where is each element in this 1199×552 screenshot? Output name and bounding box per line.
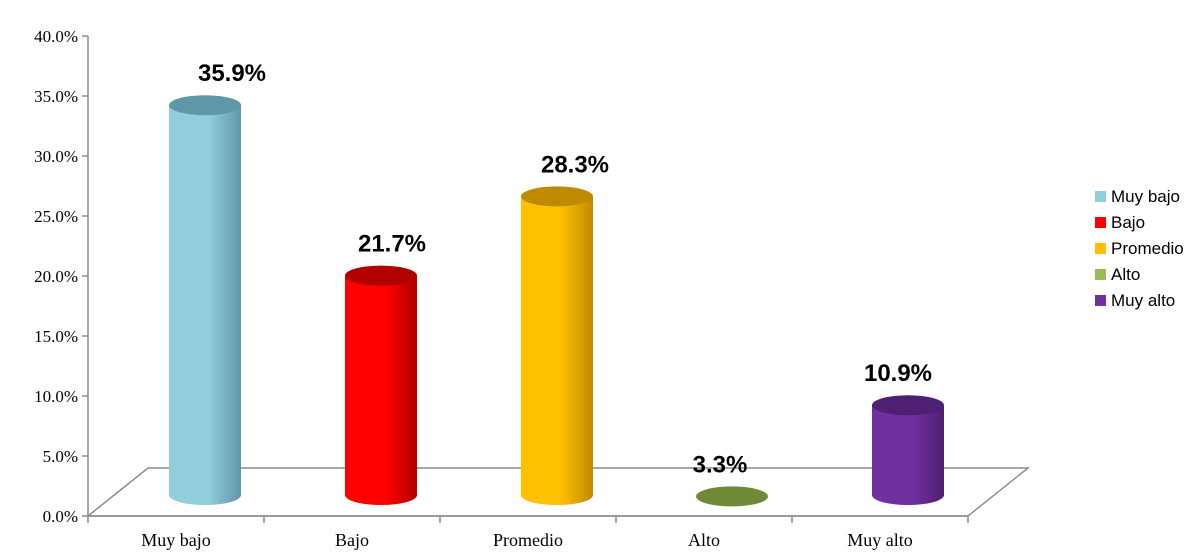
legend-label: Alto <box>1111 265 1140 284</box>
legend-swatch <box>1095 295 1106 306</box>
x-tick-label-alto: Alto <box>688 530 720 550</box>
x-tick-label-promedio: Promedio <box>493 530 563 550</box>
bar-top <box>169 95 241 116</box>
bar-top <box>521 186 593 207</box>
data-label-alto: 3.3% <box>693 451 748 478</box>
bar-promedio <box>521 186 593 505</box>
bar-body <box>872 405 944 505</box>
legend-swatch <box>1095 217 1106 228</box>
legend-label: Muy bajo <box>1111 187 1180 206</box>
data-labels: 35.9% 21.7% 28.3% 3.3% 10.9% <box>198 60 932 478</box>
bars <box>169 95 944 507</box>
category-axis: Muy bajo Bajo Promedio Alto Muy alto <box>87 515 969 550</box>
legend-label: Promedio <box>1111 239 1184 258</box>
legend-label: Muy alto <box>1111 291 1175 310</box>
legend: Muy bajo Bajo Promedio Alto Muy alto <box>1095 187 1184 310</box>
bar-top <box>872 395 944 416</box>
legend-item-muy-bajo: Muy bajo <box>1095 187 1180 206</box>
data-label-muy-bajo: 35.9% <box>198 60 266 87</box>
data-label-muy-alto: 10.9% <box>864 360 932 387</box>
legend-item-bajo: Bajo <box>1095 213 1145 232</box>
y-tick-label: 10.0% <box>34 387 78 406</box>
y-tick-label: 0.0% <box>43 507 78 526</box>
legend-label: Bajo <box>1111 213 1145 232</box>
y-tick-label: 35.0% <box>34 87 78 106</box>
y-tick-label: 15.0% <box>34 327 78 346</box>
bar-alto <box>696 486 768 507</box>
bar-muy-bajo <box>169 95 241 505</box>
bar-body <box>345 275 417 505</box>
legend-swatch <box>1095 191 1106 202</box>
y-tick-label: 5.0% <box>43 447 78 466</box>
x-tick-label-bajo: Bajo <box>335 530 369 550</box>
y-tick-label: 20.0% <box>34 267 78 286</box>
data-label-bajo: 21.7% <box>358 231 426 258</box>
value-axis: 0.0% 5.0% 10.0% 15.0% 20.0% 25.0% 30.0% 35.0% 40… <box>34 27 89 526</box>
y-tick-label: 40.0% <box>34 27 78 46</box>
y-tick-label: 25.0% <box>34 207 78 226</box>
x-tick-label-muy-bajo: Muy bajo <box>141 530 211 550</box>
bar-body <box>521 196 593 505</box>
legend-item-promedio: Promedio <box>1095 239 1184 258</box>
bar-top <box>345 265 417 286</box>
bar-muy-alto <box>872 395 944 505</box>
legend-item-muy-alto: Muy alto <box>1095 291 1175 310</box>
data-label-promedio: 28.3% <box>541 151 609 178</box>
y-tick-label: 30.0% <box>34 147 78 166</box>
bar-body <box>169 105 241 505</box>
legend-item-alto: Alto <box>1095 265 1140 284</box>
legend-swatch <box>1095 243 1106 254</box>
x-tick-label-muy-alto: Muy alto <box>847 530 913 550</box>
legend-swatch <box>1095 269 1106 280</box>
bar-bajo <box>345 265 417 505</box>
bar-top <box>696 486 768 507</box>
